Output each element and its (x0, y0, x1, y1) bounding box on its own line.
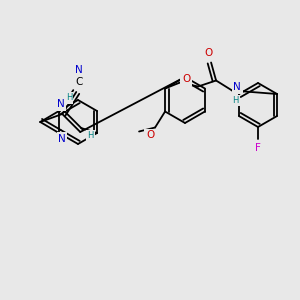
Text: O: O (204, 49, 212, 58)
Text: N: N (233, 82, 241, 92)
Text: F: F (255, 143, 261, 153)
Text: H: H (66, 94, 72, 103)
Text: N: N (75, 65, 83, 75)
Text: O: O (146, 130, 154, 140)
Text: N: N (57, 99, 65, 109)
Text: H: H (232, 96, 238, 105)
Text: N: N (58, 134, 66, 144)
Text: O: O (182, 74, 190, 85)
Text: C: C (76, 77, 83, 87)
Text: H: H (87, 131, 93, 140)
